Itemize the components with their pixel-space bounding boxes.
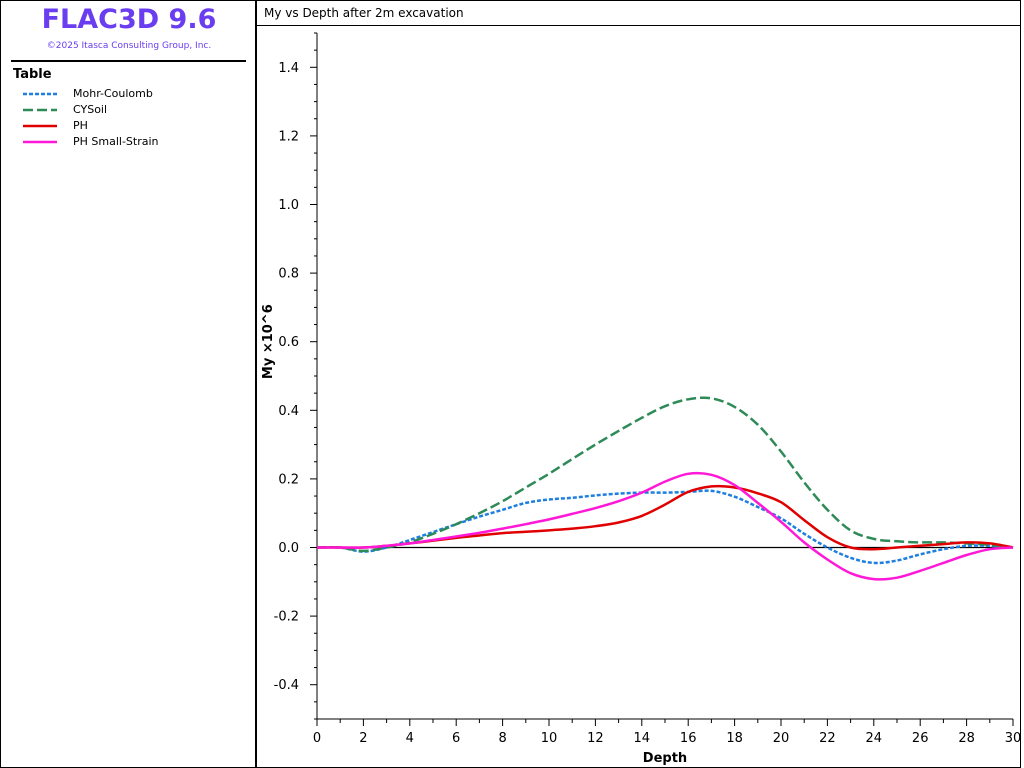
chart-panel: My vs Depth after 2m excavation 1.4 1.2 1.… xyxy=(256,0,1021,768)
legend-item: Mohr-Coulomb xyxy=(21,87,241,103)
legend-panel: FLAC3D 9.6 ©2025 Itasca Consulting Group… xyxy=(0,0,256,768)
y-tick-label: 1.4 xyxy=(278,61,299,76)
x-tick-label: 16 xyxy=(680,731,697,746)
legend-label: PH Small-Strain xyxy=(73,135,159,148)
y-tick-label: 0.8 xyxy=(278,267,299,282)
y-tick-label: 0.2 xyxy=(278,472,299,487)
title-divider xyxy=(11,60,246,62)
legend-swatch xyxy=(23,92,57,96)
legend-item: PH Small-Strain xyxy=(21,135,241,151)
x-tick-label: 28 xyxy=(958,731,975,746)
legend-item: CYSoil xyxy=(21,103,241,119)
legend-list: Mohr-Coulomb CYSoil PH PH Small-Strain xyxy=(21,87,241,151)
x-tick-label: 30 xyxy=(1005,731,1020,746)
y-tick-label: -0.4 xyxy=(274,678,299,693)
series-line-ph-small-strain xyxy=(317,471,1014,581)
series-line-cysoil xyxy=(316,396,1014,553)
legend-swatch xyxy=(23,124,57,128)
x-tick-label: 18 xyxy=(726,731,743,746)
y-tick-label: 0.4 xyxy=(278,404,299,419)
series-line-ph xyxy=(317,484,1014,551)
x-tick-label: 8 xyxy=(498,731,506,746)
x-tick-label: 12 xyxy=(587,731,604,746)
app-title: FLAC3D 9.6 xyxy=(41,4,217,35)
x-tick-label: 2 xyxy=(359,731,367,746)
x-tick-label: 20 xyxy=(773,731,790,746)
x-tick-label: 22 xyxy=(819,731,836,746)
legend-label: Mohr-Coulomb xyxy=(73,87,153,100)
legend-heading: Table xyxy=(13,67,52,82)
legend-label: CYSoil xyxy=(73,103,108,116)
x-tick-label: 14 xyxy=(634,731,651,746)
plot-area[interactable]: 1.41.21.00.80.60.40.20.0-0.2-0.40 2 4 6 8 10 1… xyxy=(257,1,1020,767)
x-tick-label: 24 xyxy=(866,731,883,746)
x-tick-label: 10 xyxy=(541,731,558,746)
legend-swatch xyxy=(23,108,57,112)
series-line-mohr-coulomb xyxy=(316,489,1014,565)
chart-title: My vs Depth after 2m excavation xyxy=(264,6,464,20)
y-tick-label: 1.0 xyxy=(278,198,299,213)
chart-header: My vs Depth after 2m excavation xyxy=(257,1,1020,26)
legend-item: PH xyxy=(21,119,241,135)
y-axis-title: My ×10^6 xyxy=(261,304,276,379)
y-tick-label: 0.0 xyxy=(278,541,299,556)
y-tick-label: 0.6 xyxy=(278,335,299,350)
copyright-text: ©2025 Itasca Consulting Group, Inc. xyxy=(46,41,212,51)
x-tick-label: 6 xyxy=(452,731,460,746)
y-tick-label: 1.2 xyxy=(278,129,299,144)
x-axis-title: Depth xyxy=(643,751,687,766)
x-tick-label: 4 xyxy=(406,731,414,746)
x-tick-label: 26 xyxy=(912,731,929,746)
x-tick-label: 0 xyxy=(313,731,321,746)
y-tick-label: -0.2 xyxy=(274,610,299,625)
legend-label: PH xyxy=(73,119,88,132)
legend-swatch xyxy=(23,140,57,144)
